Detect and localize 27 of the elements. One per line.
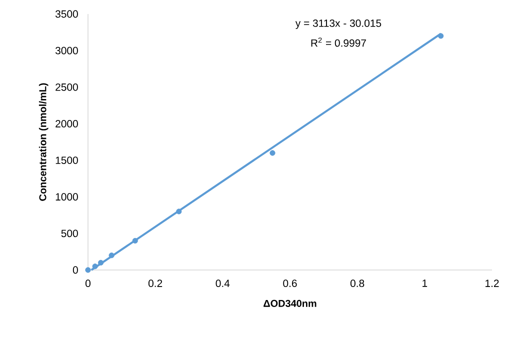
y-tick-label: 3500 <box>55 10 78 18</box>
x-tick-label: 1.2 <box>486 280 499 287</box>
y-tick-label: 0 <box>72 266 78 274</box>
annotation: y = 3113x - 30.015 <box>295 20 382 29</box>
point <box>85 267 91 273</box>
point <box>132 238 138 244</box>
point <box>108 252 114 258</box>
point <box>438 33 444 39</box>
x-tick-label: 0.6 <box>283 280 297 288</box>
x-tick-label: 0.4 <box>216 280 230 288</box>
y-tick-label: 2500 <box>56 83 78 91</box>
y-tick-label: 3000 <box>55 46 78 54</box>
point <box>270 150 276 156</box>
point <box>92 264 98 270</box>
x-tick-label: 0 <box>85 280 90 288</box>
y-tick-label: 1500 <box>56 156 78 164</box>
point <box>98 260 104 266</box>
x-axis-title: ΔOD340nm <box>264 300 316 307</box>
y-axis-title: Concentration (nmol/mL) <box>38 83 48 201</box>
y-tick-label: 2000 <box>56 120 78 128</box>
x-tick-label: 0.8 <box>350 280 364 288</box>
point <box>176 208 182 214</box>
x-tick-label: 1 <box>422 280 428 287</box>
x-tick-label: 0.2 <box>148 280 162 288</box>
y-tick-label: 1000 <box>56 193 78 201</box>
annotation: R$^{2}$ = 0.9997 <box>311 38 366 47</box>
y-tick-label: 500 <box>61 230 78 238</box>
